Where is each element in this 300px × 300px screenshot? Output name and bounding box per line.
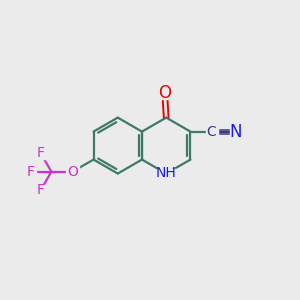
Text: O: O (67, 165, 78, 178)
Bar (157, 169, 176, 180)
Text: F: F (26, 165, 34, 178)
Bar (35, 148, 47, 159)
Bar (24, 166, 36, 177)
Bar (35, 185, 47, 195)
Bar (230, 126, 242, 137)
Text: F: F (37, 183, 45, 197)
Text: F: F (37, 146, 45, 160)
Bar (158, 88, 171, 99)
Text: O: O (158, 85, 171, 103)
Bar (206, 126, 218, 137)
Text: C: C (207, 124, 217, 139)
Text: N: N (230, 123, 242, 141)
Bar (66, 166, 79, 177)
Text: NH: NH (156, 166, 177, 180)
